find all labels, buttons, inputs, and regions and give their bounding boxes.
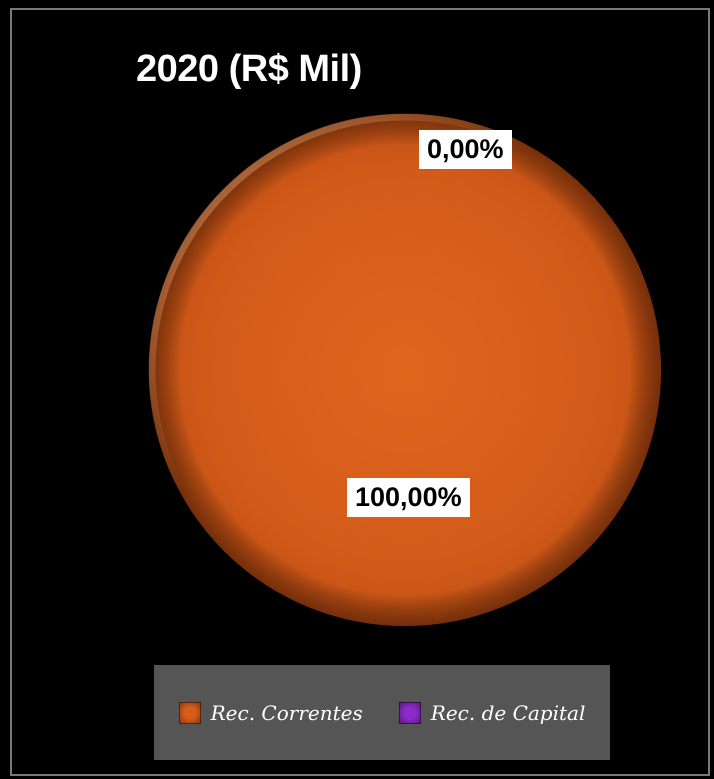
legend-swatch-rec-correntes <box>178 701 201 724</box>
pie-bevel-shadow <box>149 114 661 626</box>
legend: Rec. Correntes Rec. de Capital <box>154 665 610 760</box>
legend-label: Rec. Correntes <box>210 700 363 725</box>
pie-bevel-highlight <box>148 113 662 627</box>
legend-label: Rec. de Capital <box>430 700 586 725</box>
legend-item-rec-capital[interactable]: Rec. de Capital <box>398 700 586 725</box>
data-label-rec-correntes: 100,00% <box>347 478 470 517</box>
chart-title: 2020 (R$ Mil) <box>136 48 362 90</box>
legend-item-rec-correntes[interactable]: Rec. Correntes <box>178 700 363 725</box>
legend-swatch-rec-capital <box>398 701 421 724</box>
data-label-rec-capital: 0,00% <box>419 130 512 169</box>
